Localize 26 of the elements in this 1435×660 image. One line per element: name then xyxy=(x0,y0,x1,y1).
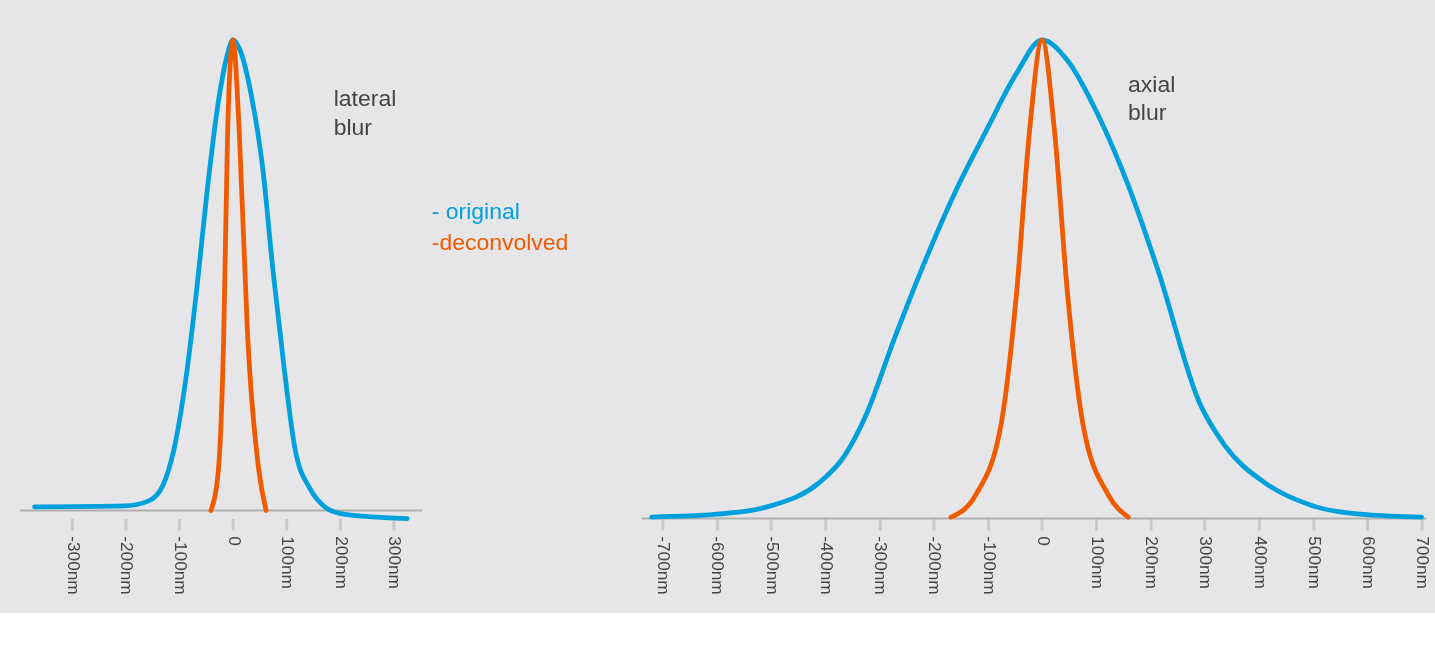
x-tick-label: -700nm xyxy=(654,536,675,595)
x-tick-label: 600nm xyxy=(1358,536,1379,589)
annotation: axial blur xyxy=(1128,70,1176,126)
x-tick-label: -400nm xyxy=(816,536,837,595)
x-tick-label: 100nm xyxy=(278,536,299,589)
x-tick-label: -300nm xyxy=(871,536,892,595)
x-tick-label: -200nm xyxy=(117,536,138,595)
x-tick-label: 700nm xyxy=(1413,536,1434,589)
text: - original xyxy=(431,197,520,224)
x-tick-label: 200nm xyxy=(1142,536,1163,589)
x-tick-label: 400nm xyxy=(1250,536,1271,589)
x-tick-label: -500nm xyxy=(762,536,783,595)
x-tick-label: 200nm xyxy=(331,536,352,589)
x-tick-label: -100nm xyxy=(979,536,1000,595)
text: -deconvolved xyxy=(431,228,569,255)
x-tick-label: -600nm xyxy=(708,536,729,595)
annotation: lateral blur xyxy=(333,84,397,140)
x-tick-label: -300nm xyxy=(63,536,84,595)
x-tick-label: -200nm xyxy=(925,536,946,595)
x-tick-label: 0 xyxy=(224,536,245,546)
x-tick-label: 300nm xyxy=(1196,536,1217,589)
x-tick-label: 0 xyxy=(1033,536,1054,546)
x-tick-label: 300nm xyxy=(385,536,406,589)
x-tick-label: 500nm xyxy=(1304,536,1325,589)
x-tick-label: 100nm xyxy=(1087,536,1108,589)
x-tick-label: -100nm xyxy=(171,536,192,595)
